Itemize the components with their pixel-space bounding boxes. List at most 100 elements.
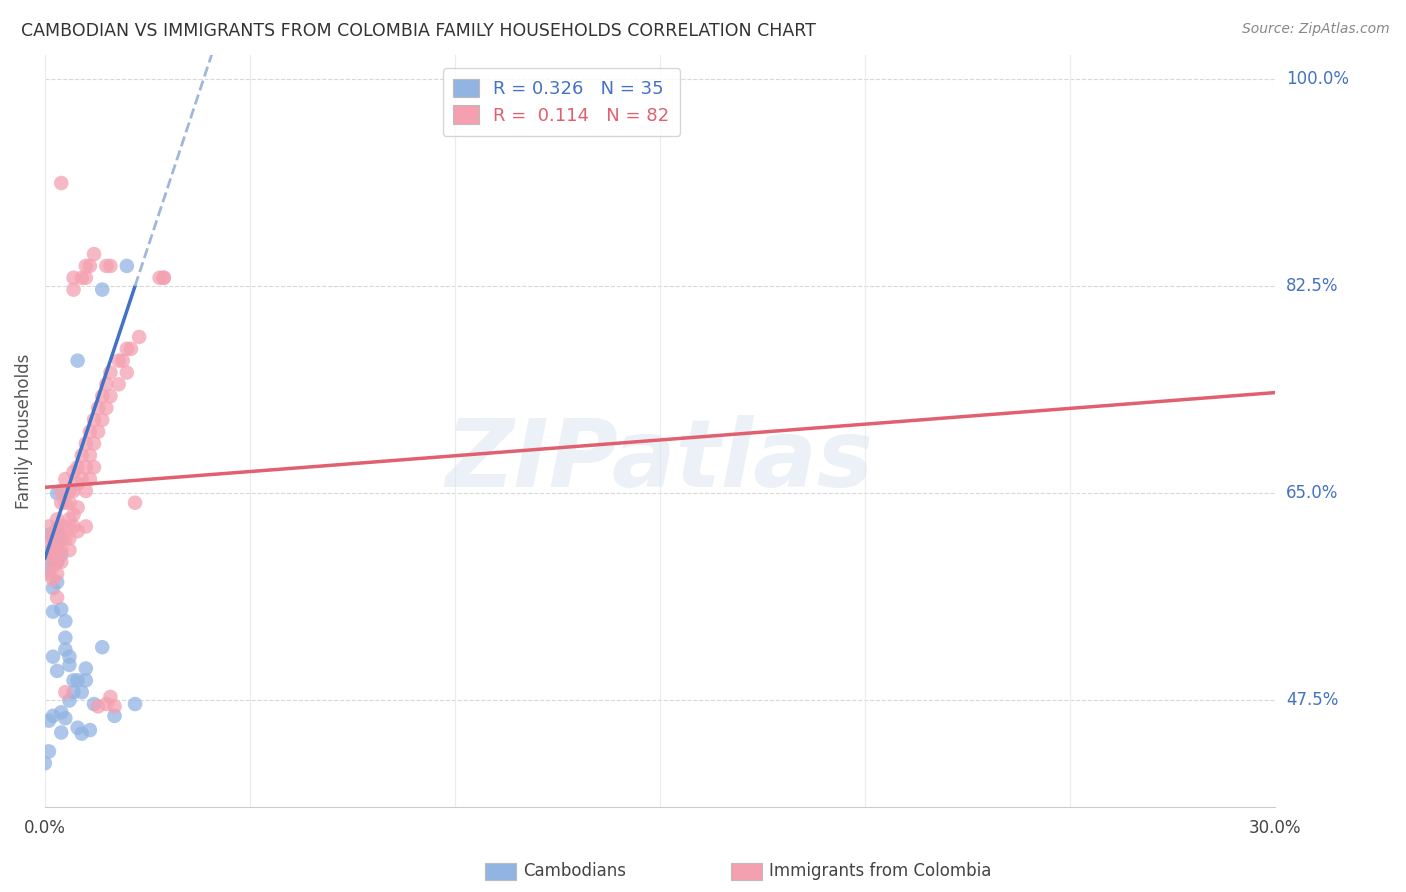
Point	[103, 709, 125, 723]
Point	[75, 483, 97, 498]
Point	[53, 631, 76, 645]
Point	[53, 472, 76, 486]
Point	[66, 353, 89, 368]
Point	[51, 555, 73, 569]
Point	[51, 548, 73, 562]
Point	[83, 697, 105, 711]
Point	[46, 664, 69, 678]
Legend: R = 0.326   N = 35, R =  0.114   N = 82: R = 0.326 N = 35, R = 0.114 N = 82	[443, 68, 681, 136]
Point	[66, 673, 89, 688]
Point	[83, 413, 105, 427]
Point	[42, 540, 65, 554]
Point	[46, 555, 69, 569]
Point	[53, 642, 76, 657]
Point	[75, 460, 97, 475]
Point	[46, 555, 69, 569]
Point	[75, 259, 97, 273]
Point	[124, 496, 146, 510]
Point	[66, 460, 89, 475]
Point	[38, 551, 60, 566]
Point	[42, 709, 65, 723]
Point	[51, 543, 73, 558]
Point	[83, 460, 105, 475]
Point	[46, 512, 69, 526]
Point	[62, 508, 84, 522]
Point	[58, 496, 80, 510]
Point	[70, 726, 93, 740]
Point	[75, 519, 97, 533]
Point	[149, 270, 172, 285]
Point	[79, 472, 101, 486]
Point	[79, 449, 101, 463]
Point	[51, 531, 73, 545]
Point	[70, 472, 93, 486]
Text: 82.5%: 82.5%	[1286, 277, 1339, 295]
Point	[91, 283, 114, 297]
Point	[38, 744, 60, 758]
Point	[42, 531, 65, 545]
Point	[42, 605, 65, 619]
Point	[100, 366, 122, 380]
Point	[70, 270, 93, 285]
Text: ZIPatlas: ZIPatlas	[446, 415, 875, 508]
Point	[51, 496, 73, 510]
Point	[38, 519, 60, 533]
Point	[38, 533, 60, 548]
Point	[51, 176, 73, 190]
Point	[111, 353, 134, 368]
Point	[34, 756, 56, 771]
Point	[58, 649, 80, 664]
Text: Immigrants from Colombia: Immigrants from Colombia	[769, 863, 991, 880]
Point	[152, 270, 174, 285]
Point	[46, 533, 69, 548]
Point	[115, 366, 138, 380]
Point	[53, 711, 76, 725]
Point	[83, 247, 105, 261]
Point	[53, 531, 76, 545]
Point	[51, 519, 73, 533]
Point	[42, 543, 65, 558]
Text: 100.0%: 100.0%	[1286, 70, 1348, 87]
Point	[62, 270, 84, 285]
Point	[42, 573, 65, 587]
Point	[91, 640, 114, 655]
Point	[38, 566, 60, 581]
Point	[38, 714, 60, 728]
Point	[107, 353, 129, 368]
Point	[62, 685, 84, 699]
Point	[51, 706, 73, 720]
Point	[124, 697, 146, 711]
Text: CAMBODIAN VS IMMIGRANTS FROM COLOMBIA FAMILY HOUSEHOLDS CORRELATION CHART: CAMBODIAN VS IMMIGRANTS FROM COLOMBIA FA…	[21, 22, 815, 40]
Point	[100, 690, 122, 704]
Point	[91, 389, 114, 403]
Point	[79, 723, 101, 737]
Point	[152, 270, 174, 285]
Point	[96, 377, 118, 392]
Point	[46, 543, 69, 558]
Point	[38, 545, 60, 559]
Point	[107, 377, 129, 392]
Y-axis label: Family Households: Family Households	[15, 353, 32, 508]
Point	[79, 425, 101, 439]
Point	[53, 519, 76, 533]
Point	[75, 661, 97, 675]
Point	[79, 259, 101, 273]
Point	[66, 721, 89, 735]
Point	[58, 531, 80, 545]
Point	[96, 401, 118, 415]
Point	[53, 614, 76, 628]
Point	[46, 591, 69, 605]
Point	[75, 673, 97, 688]
Point	[115, 259, 138, 273]
Text: 65.0%: 65.0%	[1286, 484, 1339, 502]
Point	[128, 330, 150, 344]
Point	[75, 270, 97, 285]
Point	[46, 536, 69, 550]
Point	[46, 486, 69, 500]
Point	[83, 436, 105, 450]
Point	[103, 699, 125, 714]
Point	[42, 581, 65, 595]
Point	[96, 697, 118, 711]
Point	[38, 527, 60, 541]
Point	[51, 725, 73, 739]
